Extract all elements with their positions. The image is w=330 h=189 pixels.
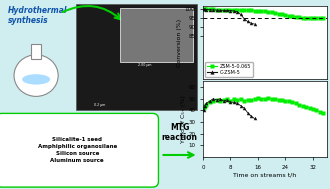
- Ellipse shape: [22, 74, 50, 85]
- Bar: [31, 44, 41, 59]
- Circle shape: [14, 55, 58, 96]
- Text: Silicalite-1 seed
Amphiphilic organosilane
Silicon source
Aluminum source: Silicalite-1 seed Amphiphilic organosila…: [38, 137, 117, 163]
- Y-axis label: Yield of C₅₊ (%): Yield of C₅₊ (%): [181, 95, 185, 143]
- Text: 2.00 μm: 2.00 μm: [138, 63, 151, 67]
- Legend: ZSM-5-0.065, C-ZSM-5: ZSM-5-0.065, C-ZSM-5: [205, 62, 253, 77]
- Text: Hydrothermal
synthesis: Hydrothermal synthesis: [8, 6, 68, 25]
- FancyBboxPatch shape: [0, 113, 158, 187]
- Bar: [120, 8, 193, 62]
- Bar: [76, 4, 197, 110]
- X-axis label: Time on streams t/h: Time on streams t/h: [233, 172, 296, 177]
- Text: 0.2 μm: 0.2 μm: [94, 103, 106, 107]
- Text: MTG
reaction: MTG reaction: [161, 123, 198, 142]
- Y-axis label: Conversion (%): Conversion (%): [177, 19, 182, 67]
